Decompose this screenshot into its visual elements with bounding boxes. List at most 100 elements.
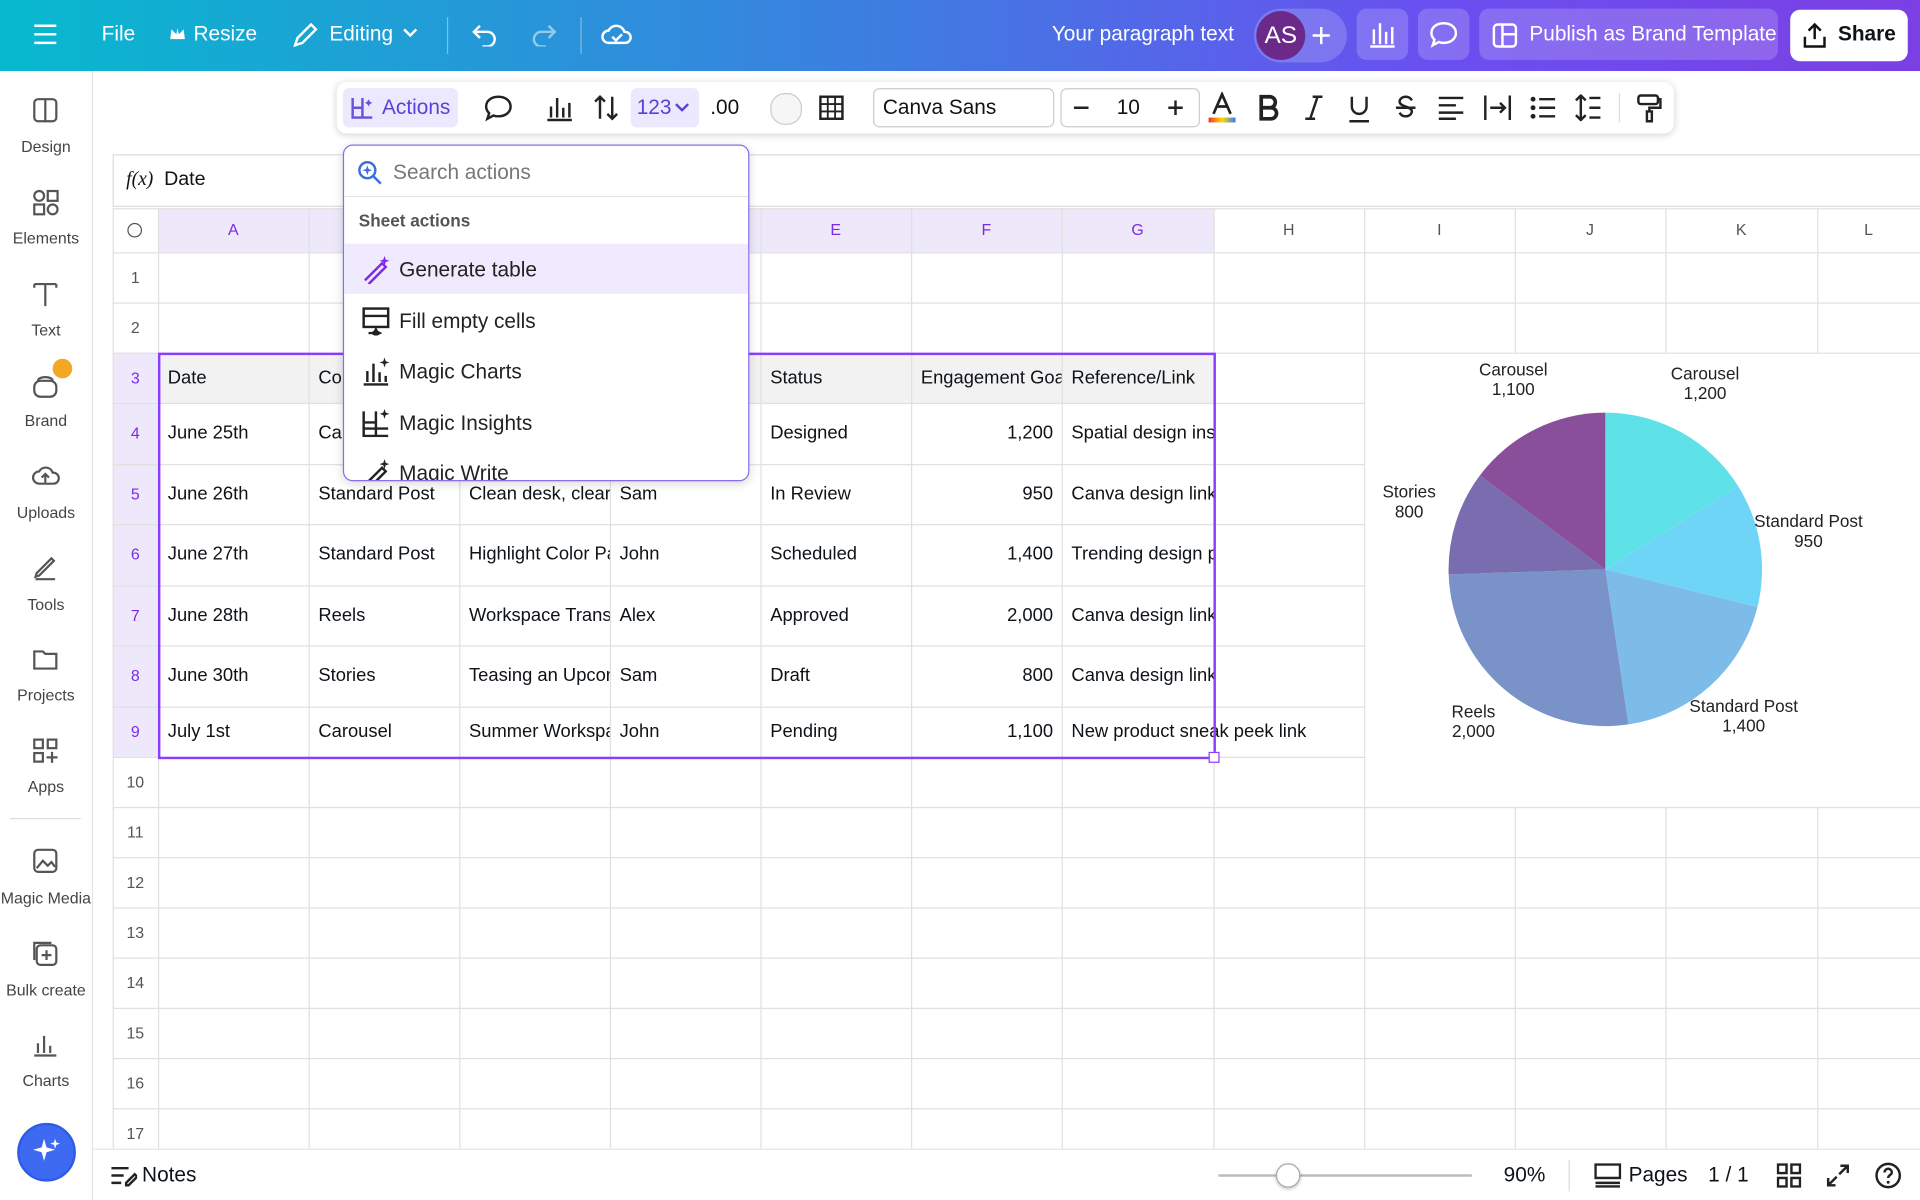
cell[interactable]: Engagement Goal: [920, 367, 1062, 389]
comment-icon[interactable]: [482, 93, 514, 122]
cell[interactable]: Reels: [318, 604, 366, 626]
row-header[interactable]: 12: [112, 856, 158, 907]
row-header[interactable]: 11: [112, 806, 158, 857]
fill-color[interactable]: [770, 93, 803, 125]
column-header[interactable]: L: [1817, 208, 1920, 253]
menu-item[interactable]: Magic Charts: [344, 345, 748, 395]
cell[interactable]: Approved: [770, 604, 849, 626]
decimals-button[interactable]: .00: [710, 95, 740, 119]
cell[interactable]: Canva design link: [1071, 665, 1214, 687]
cell[interactable]: John: [619, 543, 660, 565]
cell[interactable]: Canva design link: [1071, 483, 1214, 505]
borders-icon[interactable]: [818, 94, 845, 121]
zoom-level[interactable]: 90%: [1503, 1163, 1546, 1187]
save-status[interactable]: [600, 20, 634, 49]
row-header[interactable]: 6: [112, 524, 158, 585]
cell[interactable]: 1,200: [1007, 422, 1054, 444]
row-header[interactable]: 7: [112, 584, 158, 646]
list[interactable]: [1529, 96, 1556, 120]
cell[interactable]: Spatial design inspiration link: [1071, 422, 1213, 444]
resize-button[interactable]: Resize: [193, 22, 258, 46]
cell[interactable]: Stories: [318, 665, 376, 687]
insights-button[interactable]: [1356, 8, 1409, 61]
avatar[interactable]: AS: [1256, 11, 1306, 61]
cell[interactable]: 950: [1022, 483, 1054, 505]
cell[interactable]: John: [619, 720, 660, 742]
underline[interactable]: [1347, 94, 1371, 123]
bold[interactable]: [1256, 94, 1280, 121]
font-size[interactable]: 10: [1116, 95, 1140, 119]
help[interactable]: [1875, 1162, 1902, 1189]
column-header[interactable]: K: [1665, 208, 1818, 253]
cell[interactable]: Carousel: [318, 720, 392, 742]
redo-button[interactable]: [529, 22, 558, 47]
row-header[interactable]: 16: [112, 1057, 158, 1108]
cell[interactable]: Summer Workspace: [468, 720, 610, 742]
pie-slice[interactable]: [1605, 569, 1758, 725]
comments-button[interactable]: [1417, 8, 1470, 61]
cell[interactable]: Designed: [770, 422, 848, 444]
row-header[interactable]: 2: [112, 302, 158, 353]
column-header[interactable]: A: [157, 208, 309, 253]
cell[interactable]: Sam: [619, 665, 658, 687]
cell[interactable]: Status: [770, 367, 823, 389]
magic-button[interactable]: [17, 1122, 76, 1182]
strikethrough[interactable]: [1393, 94, 1417, 121]
zoom-knob[interactable]: [1275, 1163, 1301, 1188]
decrease-font[interactable]: [1073, 106, 1089, 109]
cell[interactable]: 2,000: [1007, 604, 1054, 626]
format-painter[interactable]: [1636, 93, 1663, 123]
pie-slice[interactable]: [1605, 486, 1763, 608]
cell[interactable]: 800: [1022, 665, 1054, 687]
sidebar-item[interactable]: Charts: [22, 1071, 70, 1090]
column-header[interactable]: E: [760, 208, 912, 253]
sidebar-item[interactable]: Magic Media: [0, 888, 92, 908]
cell[interactable]: Trending design palettes link: [1071, 543, 1213, 565]
column-header[interactable]: H: [1213, 208, 1365, 253]
sort-icon[interactable]: [591, 93, 620, 122]
file-menu[interactable]: File: [101, 22, 136, 46]
column-header[interactable]: I: [1364, 208, 1515, 253]
font-selector[interactable]: [873, 88, 1055, 128]
sidebar-item[interactable]: Text: [31, 320, 61, 340]
fullscreen[interactable]: [1826, 1163, 1850, 1187]
cell[interactable]: Pending: [770, 720, 838, 742]
selection-handle[interactable]: [1208, 751, 1220, 763]
cell[interactable]: Clean desk, clear mind: [468, 483, 610, 505]
sidebar-item[interactable]: Tools: [27, 595, 65, 614]
menu-icon[interactable]: [32, 22, 59, 46]
row-header[interactable]: 5: [112, 463, 158, 525]
notes-button[interactable]: Notes: [142, 1163, 197, 1187]
italic[interactable]: [1302, 94, 1326, 121]
cell[interactable]: 1,100: [1007, 720, 1054, 742]
cell[interactable]: Draft: [770, 665, 811, 687]
menu-item[interactable]: Generate table: [344, 243, 749, 294]
chart-icon[interactable]: [545, 93, 574, 122]
pie-slice[interactable]: [1448, 569, 1629, 727]
cell[interactable]: In Review: [770, 483, 851, 505]
column-header[interactable]: F: [911, 208, 1062, 253]
cell[interactable]: Workspace Transformations: [468, 604, 610, 626]
number-format-button[interactable]: [630, 88, 700, 128]
cell[interactable]: June 25th: [167, 422, 249, 444]
increase-font[interactable]: [1168, 100, 1183, 116]
sidebar-item[interactable]: Apps: [27, 777, 65, 796]
share-button[interactable]: [1790, 9, 1908, 62]
column-header[interactable]: J: [1514, 208, 1666, 253]
add-collaborator[interactable]: [1311, 26, 1331, 46]
cell[interactable]: Sam: [619, 483, 658, 505]
row-header[interactable]: 9: [112, 705, 158, 757]
row-header[interactable]: 10: [112, 756, 158, 807]
sidebar-item[interactable]: Design: [21, 137, 71, 156]
publish-button[interactable]: [1479, 8, 1778, 61]
row-header[interactable]: 3: [112, 352, 158, 403]
sidebar-item[interactable]: Projects: [17, 685, 75, 705]
cell[interactable]: Standard Post: [318, 483, 435, 505]
menu-item[interactable]: Magic Insights: [344, 396, 748, 446]
cell[interactable]: Highlight Color Palette Choices: [468, 543, 610, 565]
cell[interactable]: June 27th: [167, 543, 249, 565]
column-header[interactable]: G: [1061, 208, 1214, 253]
editing-menu[interactable]: Editing: [329, 22, 394, 46]
row-header[interactable]: 15: [112, 1007, 158, 1058]
zoom-slider[interactable]: [1218, 1174, 1472, 1177]
